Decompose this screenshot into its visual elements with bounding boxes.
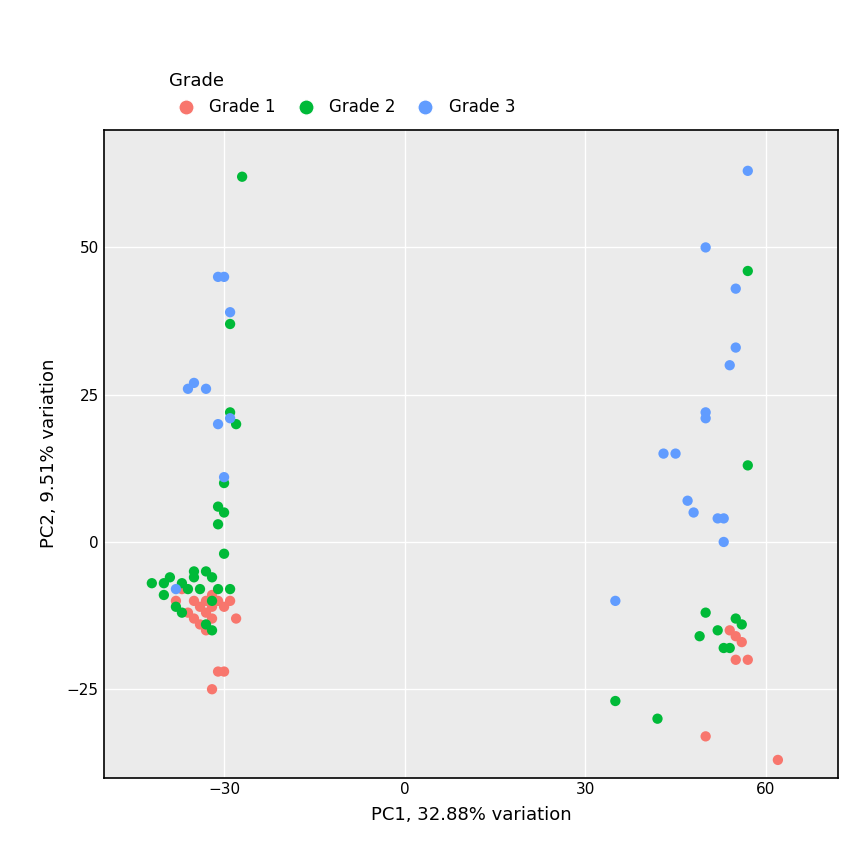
Grade 3 [681,494,695,508]
Grade 2 [217,505,231,519]
Grade 3 [223,305,237,319]
Grade 2 [229,417,243,431]
Grade 3 [717,511,731,525]
Grade 3 [717,535,731,549]
Grade 3 [169,582,183,596]
Grade 1 [181,606,195,619]
Grade 1 [193,618,206,632]
Grade 2 [651,712,664,726]
Grade 1 [223,594,237,607]
Grade 3 [711,511,725,525]
Grade 2 [729,612,743,626]
Grade 3 [740,164,754,178]
Grade 1 [205,588,219,602]
Grade 1 [199,594,213,607]
Grade 2 [740,459,754,473]
Grade 1 [699,729,713,743]
Grade 3 [729,282,743,295]
Grade 3 [699,405,713,419]
Grade 3 [657,447,670,461]
Grade 2 [205,570,219,584]
Grade 3 [187,376,201,390]
Grade 2 [175,606,189,619]
Grade 1 [205,612,219,626]
Grade 3 [669,447,683,461]
Grade 1 [211,594,225,607]
Grade 3 [608,594,622,607]
Y-axis label: PC2, 9.51% variation: PC2, 9.51% variation [41,359,59,549]
Grade 1 [187,594,201,607]
Grade 3 [687,505,701,519]
Grade 1 [175,582,189,596]
Grade 2 [223,405,237,419]
Grade 2 [205,594,219,607]
Grade 2 [199,564,213,578]
Grade 1 [229,612,243,626]
Grade 1 [740,653,754,667]
Grade 2 [163,570,177,584]
Grade 2 [217,547,231,561]
Grade 3 [699,240,713,254]
Grade 2 [157,576,171,590]
Grade 1 [169,594,183,607]
Grade 3 [211,270,225,283]
Grade 2 [145,576,159,590]
Grade 2 [711,624,725,638]
Grade 2 [175,576,189,590]
Grade 2 [740,264,754,278]
Grade 2 [169,600,183,613]
Grade 3 [211,417,225,431]
Grade 2 [211,582,225,596]
Grade 2 [157,588,171,602]
Grade 2 [181,582,195,596]
Grade 2 [223,317,237,331]
Grade 1 [187,612,201,626]
Grade 2 [199,618,213,632]
X-axis label: PC1, 32.88% variation: PC1, 32.88% variation [371,806,571,823]
Grade 2 [717,641,731,655]
Grade 2 [211,518,225,531]
Grade 2 [211,499,225,513]
Grade 2 [205,624,219,638]
Grade 1 [211,664,225,678]
Grade 1 [205,600,219,613]
Grade 3 [729,340,743,354]
Grade 3 [199,382,213,396]
Grade 2 [223,582,237,596]
Grade 3 [181,382,195,396]
Grade 2 [217,476,231,490]
Grade 1 [205,683,219,696]
Grade 1 [735,635,749,649]
Grade 2 [735,618,749,632]
Grade 2 [193,582,206,596]
Grade 1 [723,624,737,638]
Grade 3 [699,411,713,425]
Grade 2 [693,629,707,643]
Grade 3 [217,470,231,484]
Grade 1 [199,624,213,638]
Grade 1 [199,606,213,619]
Grade 2 [187,564,201,578]
Grade 1 [729,653,743,667]
Grade 2 [723,641,737,655]
Grade 3 [217,270,231,283]
Grade 2 [187,570,201,584]
Legend: Grade 1, Grade 2, Grade 3: Grade 1, Grade 2, Grade 3 [162,66,522,124]
Grade 2 [235,170,249,184]
Grade 1 [729,629,743,643]
Grade 2 [608,694,622,708]
Grade 1 [193,600,206,613]
Grade 3 [723,359,737,372]
Grade 1 [771,753,785,767]
Grade 1 [217,664,231,678]
Grade 1 [217,600,231,613]
Grade 3 [223,411,237,425]
Grade 2 [699,606,713,619]
